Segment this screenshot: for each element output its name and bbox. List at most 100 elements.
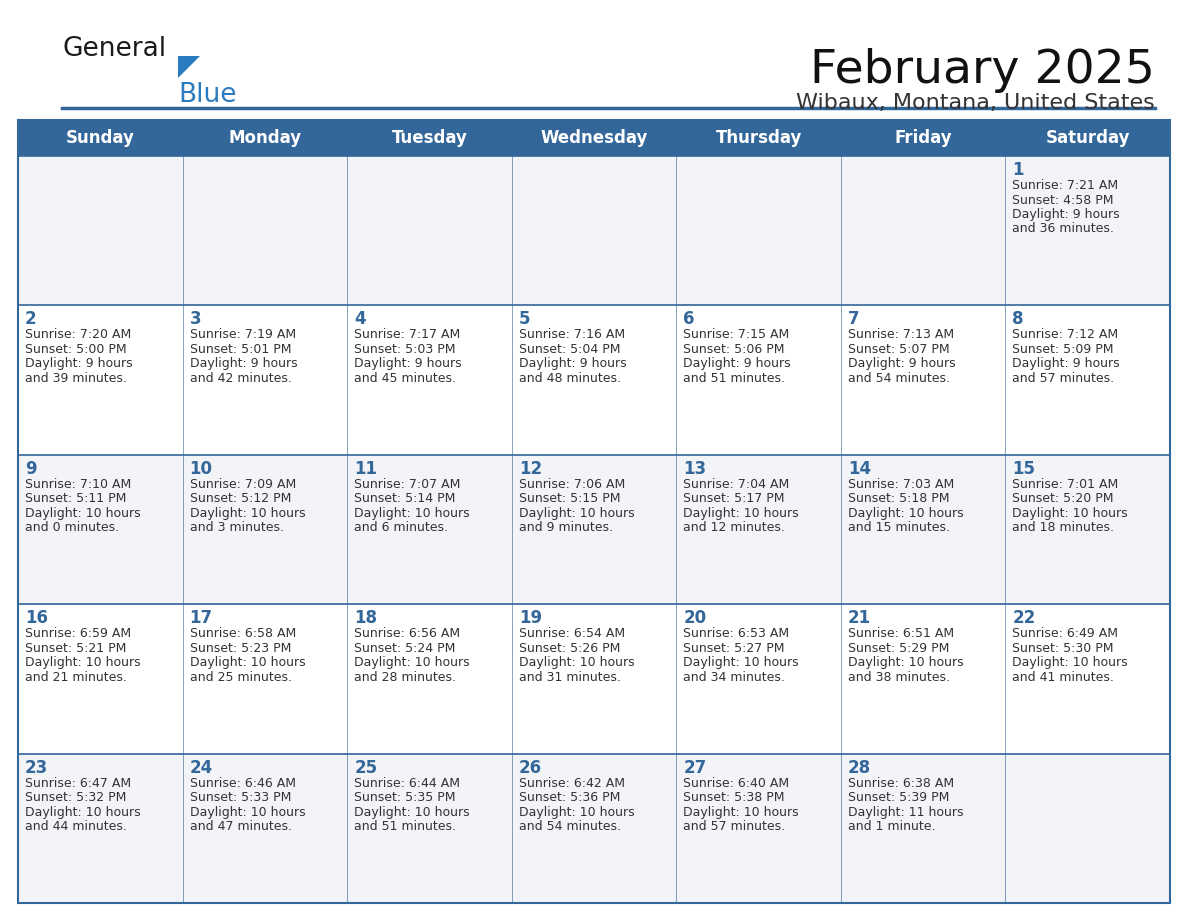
Text: Sunrise: 6:49 AM: Sunrise: 6:49 AM [1012,627,1118,640]
Text: 17: 17 [190,610,213,627]
Text: and 6 minutes.: and 6 minutes. [354,521,448,534]
Text: Daylight: 9 hours: Daylight: 9 hours [354,357,462,370]
Bar [18,120,1170,156]
Text: Thursday: Thursday [715,129,802,147]
Text: Sunrise: 7:06 AM: Sunrise: 7:06 AM [519,477,625,491]
Text: 27: 27 [683,758,707,777]
Text: and 42 minutes.: and 42 minutes. [190,372,291,385]
Text: Sunset: 5:23 PM: Sunset: 5:23 PM [190,642,291,655]
Text: 4: 4 [354,310,366,329]
Text: Blue: Blue [178,82,236,108]
Text: Sunrise: 7:20 AM: Sunrise: 7:20 AM [25,329,131,341]
Text: Sunrise: 6:46 AM: Sunrise: 6:46 AM [190,777,296,789]
Text: and 54 minutes.: and 54 minutes. [848,372,950,385]
Bar [18,306,1170,454]
Text: Sunset: 5:07 PM: Sunset: 5:07 PM [848,343,949,356]
Text: 3: 3 [190,310,201,329]
Text: 13: 13 [683,460,707,477]
Text: Sunset: 5:27 PM: Sunset: 5:27 PM [683,642,785,655]
Text: and 39 minutes.: and 39 minutes. [25,372,127,385]
Text: 28: 28 [848,758,871,777]
Bar [18,604,1170,754]
Text: 2: 2 [25,310,37,329]
Text: Sunrise: 6:47 AM: Sunrise: 6:47 AM [25,777,131,789]
Text: 21: 21 [848,610,871,627]
Text: and 51 minutes.: and 51 minutes. [683,372,785,385]
Text: and 25 minutes.: and 25 minutes. [190,671,291,684]
Text: and 0 minutes.: and 0 minutes. [25,521,119,534]
Text: Daylight: 9 hours: Daylight: 9 hours [25,357,133,370]
Text: 24: 24 [190,758,213,777]
Text: Daylight: 10 hours: Daylight: 10 hours [25,806,140,819]
Text: Daylight: 10 hours: Daylight: 10 hours [519,507,634,520]
Text: Sunrise: 6:58 AM: Sunrise: 6:58 AM [190,627,296,640]
Bar [18,120,1170,903]
Text: Sunrise: 6:40 AM: Sunrise: 6:40 AM [683,777,789,789]
Text: Sunset: 5:03 PM: Sunset: 5:03 PM [354,343,456,356]
Text: Daylight: 9 hours: Daylight: 9 hours [519,357,626,370]
Text: Sunrise: 6:53 AM: Sunrise: 6:53 AM [683,627,789,640]
Text: Sunrise: 6:56 AM: Sunrise: 6:56 AM [354,627,460,640]
Text: Daylight: 10 hours: Daylight: 10 hours [25,507,140,520]
Text: Wibaux, Montana, United States: Wibaux, Montana, United States [796,93,1155,113]
Text: Daylight: 10 hours: Daylight: 10 hours [848,507,963,520]
Text: and 9 minutes.: and 9 minutes. [519,521,613,534]
Text: Daylight: 10 hours: Daylight: 10 hours [190,656,305,669]
Text: and 44 minutes.: and 44 minutes. [25,820,127,834]
Text: Daylight: 9 hours: Daylight: 9 hours [848,357,955,370]
Bar [18,156,1170,306]
Text: Daylight: 10 hours: Daylight: 10 hours [354,656,469,669]
Text: Sunrise: 7:13 AM: Sunrise: 7:13 AM [848,329,954,341]
Text: Friday: Friday [895,129,952,147]
Text: and 3 minutes.: and 3 minutes. [190,521,284,534]
Text: Daylight: 10 hours: Daylight: 10 hours [683,507,798,520]
Polygon shape [178,56,200,78]
Text: Sunset: 5:30 PM: Sunset: 5:30 PM [1012,642,1114,655]
Text: Sunrise: 7:12 AM: Sunrise: 7:12 AM [1012,329,1119,341]
Text: Sunset: 5:00 PM: Sunset: 5:00 PM [25,343,127,356]
Text: 23: 23 [25,758,49,777]
Text: Sunrise: 7:21 AM: Sunrise: 7:21 AM [1012,179,1119,192]
Text: 9: 9 [25,460,37,477]
Text: Sunset: 5:39 PM: Sunset: 5:39 PM [848,791,949,804]
Text: and 57 minutes.: and 57 minutes. [1012,372,1114,385]
Text: Sunrise: 6:54 AM: Sunrise: 6:54 AM [519,627,625,640]
Text: and 38 minutes.: and 38 minutes. [848,671,950,684]
Text: Sunset: 5:01 PM: Sunset: 5:01 PM [190,343,291,356]
Text: Daylight: 10 hours: Daylight: 10 hours [519,656,634,669]
Text: 22: 22 [1012,610,1036,627]
Text: Sunset: 5:35 PM: Sunset: 5:35 PM [354,791,456,804]
Text: Daylight: 10 hours: Daylight: 10 hours [1012,656,1129,669]
Text: Sunset: 5:09 PM: Sunset: 5:09 PM [1012,343,1114,356]
Text: and 51 minutes.: and 51 minutes. [354,820,456,834]
Text: Daylight: 10 hours: Daylight: 10 hours [683,806,798,819]
Text: 15: 15 [1012,460,1036,477]
Text: Daylight: 10 hours: Daylight: 10 hours [519,806,634,819]
Text: and 18 minutes.: and 18 minutes. [1012,521,1114,534]
Text: Daylight: 10 hours: Daylight: 10 hours [683,656,798,669]
Text: Sunrise: 6:42 AM: Sunrise: 6:42 AM [519,777,625,789]
Text: Daylight: 10 hours: Daylight: 10 hours [190,507,305,520]
Text: Sunrise: 7:07 AM: Sunrise: 7:07 AM [354,477,461,491]
Text: Sunrise: 6:59 AM: Sunrise: 6:59 AM [25,627,131,640]
Text: 6: 6 [683,310,695,329]
Text: General: General [62,36,166,62]
Text: 8: 8 [1012,310,1024,329]
Text: Sunrise: 7:09 AM: Sunrise: 7:09 AM [190,477,296,491]
Text: Sunset: 5:17 PM: Sunset: 5:17 PM [683,492,785,505]
Text: Saturday: Saturday [1045,129,1130,147]
Text: Sunset: 5:32 PM: Sunset: 5:32 PM [25,791,126,804]
Text: Wednesday: Wednesday [541,129,647,147]
Text: Sunset: 5:24 PM: Sunset: 5:24 PM [354,642,455,655]
Text: Daylight: 11 hours: Daylight: 11 hours [848,806,963,819]
Text: 25: 25 [354,758,378,777]
Text: 14: 14 [848,460,871,477]
Text: and 1 minute.: and 1 minute. [848,820,935,834]
Bar [18,454,1170,604]
Text: Sunset: 5:18 PM: Sunset: 5:18 PM [848,492,949,505]
Text: Sunrise: 7:16 AM: Sunrise: 7:16 AM [519,329,625,341]
Text: Sunset: 5:15 PM: Sunset: 5:15 PM [519,492,620,505]
Text: 7: 7 [848,310,859,329]
Text: and 41 minutes.: and 41 minutes. [1012,671,1114,684]
Text: 11: 11 [354,460,377,477]
